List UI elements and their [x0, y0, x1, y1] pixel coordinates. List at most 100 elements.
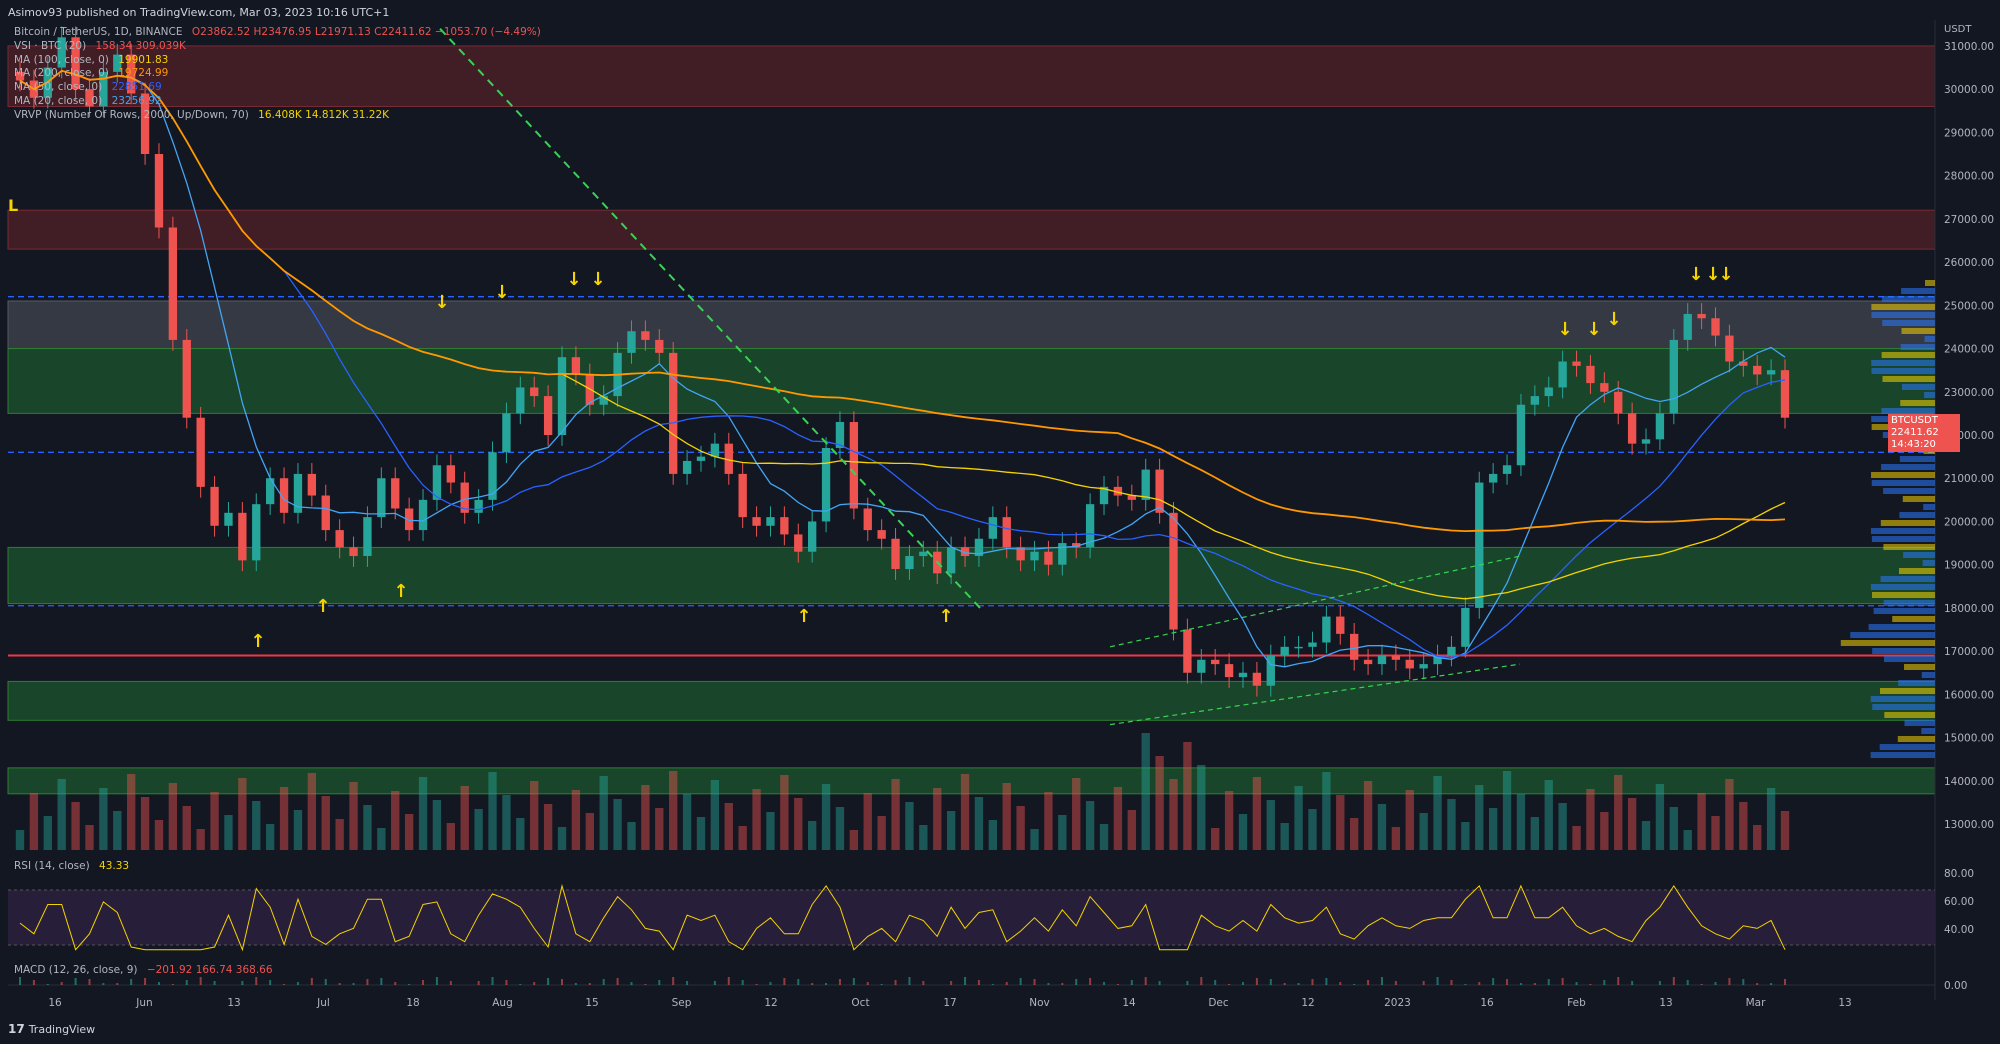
volume-profile-bar — [1880, 520, 1935, 526]
candle-body — [113, 54, 122, 72]
macd-histogram-bar — [1492, 978, 1495, 985]
legend-row-ma50[interactable]: MA (50, close, 0) 22851.69 — [14, 81, 541, 95]
volume-bar — [807, 821, 817, 850]
up-arrow-annotation: ↑ — [938, 606, 953, 627]
volume-profile-bar — [1881, 352, 1935, 358]
volume-bar — [1099, 824, 1109, 850]
legend-row-ma200[interactable]: MA (200, close, 0) 19724.99 — [14, 67, 541, 81]
volume-bar — [1405, 790, 1414, 850]
macd-histogram-bar — [1519, 983, 1522, 985]
legend-row-ma100[interactable]: MA (100, close, 0) 19901.83 — [14, 54, 541, 68]
macd-histogram-bar — [1241, 982, 1244, 985]
candle-body — [794, 534, 803, 552]
volume-bar — [891, 779, 900, 850]
volume-profile-bar — [1921, 728, 1935, 734]
candle-body — [1502, 465, 1512, 474]
volume-bar — [1447, 799, 1456, 850]
macd-histogram-bar — [422, 980, 425, 985]
date-tick: Jul — [316, 997, 330, 1009]
macd-histogram-bar — [1005, 982, 1008, 985]
date-tick: 14 — [1122, 997, 1136, 1009]
volume-bar — [224, 815, 233, 850]
volume-bar — [821, 784, 831, 850]
candle-body — [265, 478, 275, 505]
price-tick: 21000.00 — [1944, 473, 1994, 485]
legend-row-ma20[interactable]: MA (20, close, 0) 23256.92 — [14, 95, 541, 109]
candle-body — [571, 357, 581, 375]
macd-histogram-bar — [825, 983, 828, 985]
macd-title: MACD (12, 26, close, 9) — [14, 964, 138, 976]
candle-body — [710, 443, 720, 457]
trendline — [1109, 663, 1521, 726]
down-arrow-annotation: ↓ — [1688, 264, 1703, 285]
candle-body — [1085, 504, 1095, 548]
volume-bar — [1183, 742, 1192, 850]
candle-body — [99, 71, 108, 107]
legend-row-vsi[interactable]: VSI · BTC (20) 158.34 309.039K — [14, 40, 541, 54]
volume-bar — [849, 830, 859, 850]
candle-body — [1627, 413, 1637, 444]
volume-bar — [1044, 792, 1053, 850]
candle-body — [446, 465, 455, 483]
rsi-tick: 60.00 — [1944, 896, 1974, 908]
macd-histogram-bar — [491, 977, 494, 985]
candle-body — [1600, 383, 1609, 392]
volume-bar — [99, 788, 108, 850]
rsi-value: 43.33 — [99, 860, 130, 872]
candle-body — [543, 396, 553, 435]
up-arrow-annotation: ↑ — [315, 596, 330, 617]
volume-profile-bar — [1870, 696, 1935, 702]
up-arrow-annotation: ↑ — [796, 606, 811, 627]
candle-body — [780, 517, 789, 535]
price-tick: 29000.00 — [1944, 127, 1994, 139]
volume-bar — [557, 827, 567, 850]
macd-histogram-bar — [1019, 978, 1022, 985]
macd-histogram-bar — [1089, 978, 1092, 985]
candle-body — [168, 227, 178, 340]
volume-profile-bar — [1840, 640, 1935, 646]
volume-profile-bar — [1879, 688, 1935, 694]
volume-bar — [974, 797, 984, 850]
candle-body — [1072, 543, 1081, 548]
volume-bar — [1363, 781, 1373, 850]
volume-profile-bar — [1900, 344, 1935, 350]
macd-histogram-bar — [1450, 980, 1453, 985]
rsi-band — [8, 890, 1935, 945]
volume-bar — [1627, 798, 1637, 850]
macd-histogram-bar — [533, 982, 536, 985]
macd-histogram-bar — [561, 979, 564, 985]
macd-histogram-bar — [1158, 981, 1161, 985]
macd-histogram-bar — [1658, 981, 1661, 985]
legend-label: MA (100, close, 0) — [14, 53, 109, 66]
price-tick: 28000.00 — [1944, 171, 1994, 183]
macd-histogram-bar — [324, 979, 327, 985]
candle-body — [1697, 313, 1706, 319]
macd-histogram-bar — [171, 984, 174, 985]
macd-histogram-bar — [60, 982, 63, 985]
candle-body — [1322, 616, 1331, 643]
volume-bar — [127, 774, 136, 850]
volume-profile-bar — [1882, 320, 1935, 326]
volume-profile-bar — [1902, 496, 1935, 502]
volume-bar — [168, 783, 178, 850]
candle-body — [627, 331, 636, 353]
down-arrow-annotation: ↓ — [566, 269, 581, 290]
volume-profile-bar — [1897, 736, 1935, 742]
macd-legend[interactable]: MACD (12, 26, close, 9) −201.92 166.74 3… — [14, 964, 273, 976]
candle-body — [1725, 335, 1734, 362]
rsi-legend[interactable]: RSI (14, close) 43.33 — [14, 860, 129, 872]
legend-row-vrvp[interactable]: VRVP (Number Of Rows, 2000, Up/Down, 70)… — [14, 109, 541, 123]
ma20-line — [19, 70, 1786, 668]
volume-bar — [1697, 793, 1706, 850]
date-tick: Dec — [1208, 997, 1229, 1009]
volume-bar — [1030, 829, 1039, 850]
symbol-title: Bitcoin / TetherUS, 1D, BINANCE — [14, 26, 183, 38]
date-tick: 18 — [406, 997, 419, 1009]
volume-bar — [1224, 791, 1234, 850]
volume-bar — [1516, 794, 1526, 850]
tradingview-logo[interactable]: 17 TradingView — [8, 1022, 95, 1036]
volume-bar — [669, 771, 678, 850]
candle-body — [1211, 659, 1220, 665]
macd-histogram-bar — [547, 978, 550, 985]
